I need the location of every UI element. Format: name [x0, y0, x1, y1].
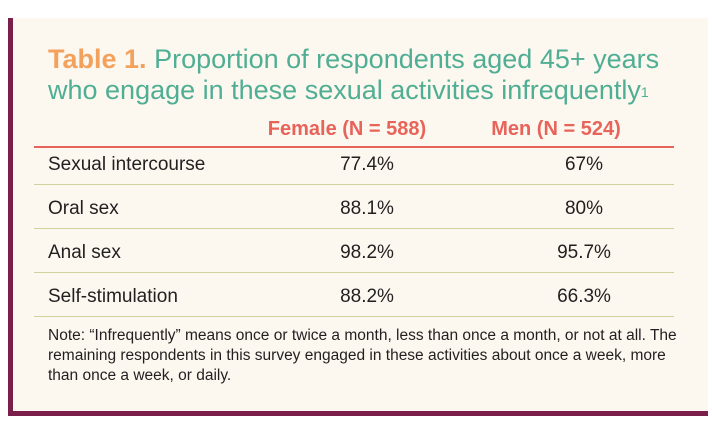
men-value: 95.7%	[557, 242, 611, 263]
table-panel	[8, 18, 708, 414]
men-value: 80%	[564, 198, 604, 219]
female-value: 88.2%	[340, 286, 394, 307]
row-separator	[34, 272, 674, 273]
row-separator	[34, 184, 674, 185]
female-value: 98.2%	[340, 242, 394, 263]
footnote-marker: 1	[640, 84, 649, 100]
table-row: Self-stimulation 88.2% 66.3%	[34, 282, 674, 326]
row-label: Self-stimulation	[48, 286, 178, 307]
row-separator	[34, 316, 674, 317]
row-separator	[34, 228, 674, 229]
table-row: Sexual intercourse 77.4% 67%	[34, 150, 674, 194]
table-note: Note: “Infrequently” means once or twice…	[48, 327, 677, 384]
column-header-female: Female (N = 588)	[267, 118, 427, 140]
table-caption: Proportion of respondents aged 45+ years…	[48, 44, 660, 105]
female-value: 77.4%	[340, 154, 394, 175]
table-title: Table 1. Proportion of respondents aged …	[48, 44, 688, 106]
row-label: Oral sex	[48, 198, 119, 219]
men-value: 66.3%	[557, 286, 611, 307]
table-row: Anal sex 98.2% 95.7%	[34, 238, 674, 282]
header-rule	[34, 146, 674, 148]
table-row: Oral sex 88.1% 80%	[34, 194, 674, 238]
column-header-men: Men (N = 524)	[491, 118, 621, 140]
frame-bottom-bar	[8, 411, 708, 416]
row-label: Anal sex	[48, 242, 121, 263]
female-value: 88.1%	[340, 198, 394, 219]
men-value: 67%	[564, 154, 604, 175]
table-number: Table 1.	[48, 44, 147, 74]
row-label: Sexual intercourse	[48, 154, 206, 175]
frame-left-bar	[8, 18, 13, 416]
